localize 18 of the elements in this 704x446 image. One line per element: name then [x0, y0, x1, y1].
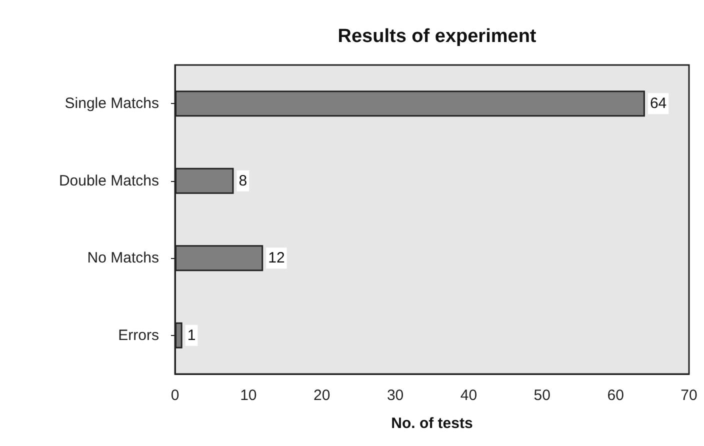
x-tick-label: 60 [607, 387, 624, 404]
x-tick-label: 0 [170, 387, 180, 404]
chart-title: Results of experiment [338, 26, 537, 47]
y-tick-label: Single Matchs [64, 95, 159, 112]
x-tick-label: 10 [240, 387, 257, 404]
data-label: 1 [187, 326, 196, 344]
data-label: 64 [650, 95, 667, 112]
x-tick-label: 20 [314, 387, 330, 404]
data-label: 8 [238, 172, 248, 190]
x-tick-label: 70 [680, 387, 698, 404]
y-tick-label: No Matchs [87, 250, 159, 267]
x-tick-label: 50 [534, 387, 550, 404]
y-tick-label: Double Matchs [58, 172, 159, 190]
data-label: 12 [268, 250, 285, 267]
x-tick-label: 40 [460, 387, 478, 404]
y-tick-label: Errors [118, 326, 159, 344]
x-axis-title: No. of tests [391, 415, 473, 432]
x-tick-label: 30 [386, 387, 404, 404]
